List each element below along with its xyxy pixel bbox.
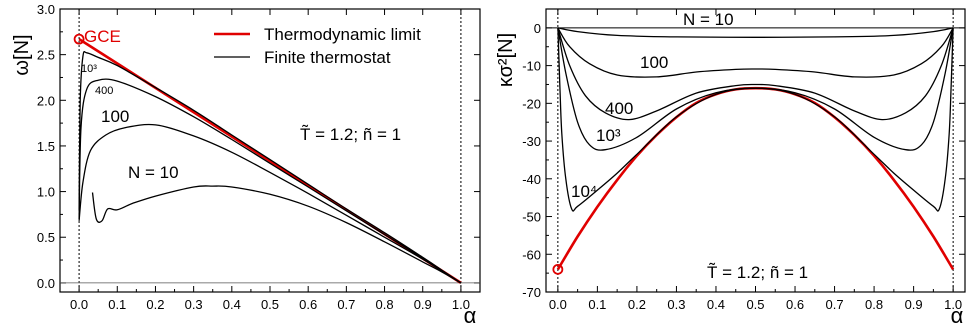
left-xtick-label: 0.5 — [261, 297, 279, 312]
left-series — [78, 38, 462, 284]
left-series-4 — [91, 185, 462, 284]
right-xtick-label: 0.7 — [826, 297, 844, 312]
right-xtick-label: 0.0 — [549, 297, 567, 312]
left-params-annotation: T̃ = 1.2; ñ = 1 — [300, 124, 401, 144]
right-xtick-label: 0.3 — [667, 297, 685, 312]
right-ytick-label: -20 — [522, 96, 541, 111]
left-series-2 — [78, 78, 462, 284]
right-xtick-label: 0.4 — [707, 297, 725, 312]
left-xtick-label: 0.6 — [299, 297, 317, 312]
left-y-axis-label: ω[N] — [11, 34, 33, 75]
left-ytick-label: 3.0 — [37, 2, 55, 17]
right-plot-frame — [545, 8, 966, 293]
right-xtick-label: 1.0 — [944, 297, 962, 312]
legend-label-finite: Finite thermostat — [264, 48, 391, 67]
left-ytick-label: 2.5 — [37, 48, 55, 63]
right-ytick-label: -30 — [522, 134, 541, 149]
left-series-1 — [78, 51, 462, 284]
left-ticks — [60, 8, 480, 292]
right-ticks — [546, 9, 965, 293]
right-ytick-label: -10 — [522, 59, 541, 74]
left-xtick-label: 0.7 — [337, 297, 355, 312]
right-ytick-label: -60 — [522, 247, 541, 262]
right-series-5 — [557, 27, 954, 38]
right-ytick-label: 0 — [534, 21, 541, 36]
right-xtick-label: 0.1 — [588, 297, 606, 312]
left-xtick-label: 0.3 — [185, 297, 203, 312]
right-curve-label-1e3: 10³ — [596, 126, 621, 145]
left-xtick-label: 1.0 — [452, 297, 470, 312]
right-xtick-label: 0.9 — [905, 297, 923, 312]
left-legend: Thermodynamic limit Finite thermostat — [214, 25, 421, 67]
right-xtick-label: 0.2 — [628, 297, 646, 312]
left-curve-label-1e3: 10³ — [81, 63, 97, 75]
left-x-tick-labels: 0.0 0.1 0.2 0.3 0.4 0.5 0.6 0.7 0.8 0.9 1.0 — [70, 297, 470, 312]
right-gce-marker — [552, 263, 564, 275]
left-curve-label-100: 100 — [101, 107, 129, 126]
right-y-tick-labels: 0 -10 -20 -30 -40 -50 -60 -70 — [522, 21, 541, 300]
right-y-axis-label: κσ²[N] — [495, 33, 517, 87]
left-xtick-label: 0.2 — [146, 297, 164, 312]
left-xtick-label: 0.4 — [223, 297, 241, 312]
left-series-3 — [78, 123, 462, 284]
right-xtick-label: 0.8 — [865, 297, 883, 312]
right-series-3 — [557, 27, 954, 121]
right-ytick-label: -40 — [522, 172, 541, 187]
right-xtick-label: 0.5 — [746, 297, 764, 312]
left-xtick-label: 0.1 — [108, 297, 126, 312]
right-marks — [552, 263, 564, 275]
left-xtick-label: 0.9 — [414, 297, 432, 312]
left-marks — [73, 33, 85, 45]
right-xtick-label: 0.6 — [786, 297, 804, 312]
right-params-annotation: T̃ = 1.2; ñ = 1 — [707, 262, 808, 282]
left-xtick-label: 0.0 — [70, 297, 88, 312]
left-gce-marker — [73, 33, 85, 45]
gce-label: GCE — [84, 27, 121, 46]
right-curve-label-10: N = 10 — [683, 10, 734, 29]
right-series-4 — [557, 27, 954, 78]
right-series-1 — [557, 27, 954, 212]
left-x-axis-label: α — [464, 303, 477, 328]
left-ytick-label: 1.5 — [37, 139, 55, 154]
right-series — [546, 27, 965, 271]
left-y-tick-labels: 0.0 0.5 1.0 1.5 2.0 2.5 3.0 — [37, 2, 55, 291]
left-ytick-label: 1.0 — [37, 185, 55, 200]
right-curve-label-1e4: 10⁴ — [571, 182, 597, 201]
right-reference-lines — [557, 9, 954, 292]
right-x-axis-label: α — [951, 303, 964, 328]
right-curve-label-100: 100 — [640, 53, 668, 72]
left-ytick-label: 0.5 — [37, 230, 55, 245]
left-ytick-label: 0.0 — [37, 276, 55, 291]
left-curve-label-400: 400 — [95, 85, 113, 97]
left-curve-label-10: N = 10 — [128, 163, 179, 182]
right-series-2 — [557, 27, 954, 151]
left-xtick-label: 0.8 — [376, 297, 394, 312]
right-ytick-label: -50 — [522, 210, 541, 225]
left-ytick-label: 2.0 — [37, 93, 55, 108]
legend-label-thermodynamic: Thermodynamic limit — [264, 25, 421, 44]
right-curve-label-400: 400 — [605, 99, 633, 118]
right-chart: 0.0 0.1 0.2 0.3 0.4 0.5 0.6 0.7 0.8 0.9 1.0 0 -10 -2… — [495, 8, 966, 328]
right-x-tick-labels: 0.0 0.1 0.2 0.3 0.4 0.5 0.6 0.7 0.8 0.9 1.0 — [549, 297, 962, 312]
left-chart: 0.0 0.1 0.2 0.3 0.4 0.5 0.6 0.7 0.8 0.9 1.0 0.0 0.5… — [11, 2, 481, 328]
right-ytick-label: -70 — [522, 285, 541, 300]
